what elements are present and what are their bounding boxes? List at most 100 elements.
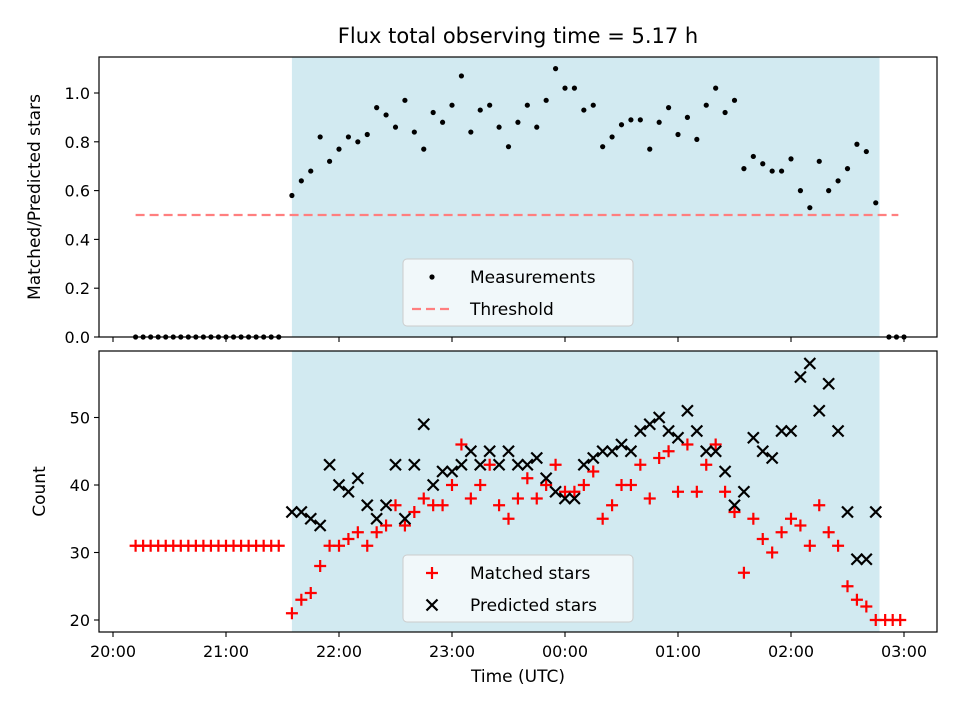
x-tick-label: 21:00	[203, 642, 249, 661]
data-point	[766, 546, 779, 559]
data-point	[552, 66, 559, 72]
data-point	[835, 178, 841, 184]
data-point	[813, 499, 826, 512]
data-point	[893, 334, 900, 340]
y-tick-label: 40	[70, 476, 90, 495]
data-point	[253, 334, 259, 340]
data-point	[562, 85, 568, 91]
data-point	[383, 112, 389, 118]
y-tick-label: 0.6	[65, 182, 90, 201]
data-point	[417, 492, 430, 505]
data-point	[675, 131, 681, 138]
data-point	[737, 485, 751, 499]
data-point	[581, 107, 587, 113]
data-point	[314, 560, 327, 572]
data-point	[750, 153, 756, 160]
data-point	[426, 567, 438, 579]
data-point	[665, 105, 672, 111]
data-point	[690, 485, 703, 498]
data-point	[439, 119, 446, 125]
data-point	[586, 451, 600, 465]
data-point	[832, 539, 845, 552]
data-point	[530, 451, 544, 465]
data-point	[718, 465, 732, 478]
legend-box	[402, 258, 634, 327]
data-point	[464, 492, 477, 505]
data-point	[606, 499, 619, 512]
y-tick-label: 1.0	[65, 84, 90, 103]
data-point	[342, 533, 355, 545]
data-point	[587, 465, 600, 478]
data-point	[539, 471, 553, 485]
data-point	[760, 161, 766, 167]
data-point	[380, 519, 393, 532]
data-point	[841, 505, 854, 519]
data-point	[515, 119, 521, 125]
data-point	[268, 334, 274, 340]
data-point	[323, 458, 336, 472]
data-point	[700, 458, 713, 471]
data-point	[295, 593, 308, 606]
data-point	[549, 485, 562, 499]
data-point	[505, 144, 512, 150]
data-point	[807, 205, 813, 211]
data-point	[775, 526, 788, 539]
data-point	[351, 526, 364, 539]
data-point	[430, 109, 436, 116]
data-point	[812, 404, 826, 418]
data-point	[317, 134, 323, 140]
data-point	[681, 404, 694, 418]
data-point	[728, 506, 741, 518]
data-point	[577, 479, 590, 491]
data-point	[345, 134, 352, 140]
data-point	[492, 458, 506, 472]
data-point	[860, 600, 873, 613]
data-point	[662, 445, 675, 458]
data-point	[133, 334, 139, 340]
data-point	[276, 334, 282, 340]
y-tick-label: 0.2	[65, 279, 90, 298]
data-point	[170, 334, 176, 340]
data-point	[577, 458, 591, 472]
data-point	[155, 334, 161, 340]
x-tick-label: 02:00	[768, 642, 814, 661]
data-point	[543, 97, 549, 103]
data-point	[624, 479, 637, 491]
data-point	[436, 465, 449, 478]
data-point	[886, 334, 892, 340]
data-point	[178, 334, 184, 340]
data-point	[421, 146, 427, 152]
data-point	[785, 512, 797, 525]
data-point	[747, 431, 760, 445]
x-axis-label: Time (UTC)	[470, 667, 565, 687]
data-point	[643, 417, 657, 431]
data-point	[208, 334, 214, 340]
data-point	[684, 114, 691, 120]
data-point	[709, 444, 722, 458]
data-point	[694, 136, 700, 142]
data-point	[446, 479, 458, 491]
data-point	[794, 519, 807, 532]
legend-box	[402, 554, 634, 623]
data-point	[193, 334, 199, 340]
data-point	[408, 506, 421, 518]
data-point	[637, 117, 643, 123]
data-point	[869, 505, 883, 519]
data-point	[370, 526, 383, 539]
x-tick-label: 20:00	[90, 642, 136, 661]
x-tick-label: 00:00	[542, 642, 588, 661]
data-point	[826, 188, 832, 194]
data-point	[822, 526, 835, 539]
bottom-subplot: 20 30 40 50 20:00 21:00 22:00 23:00 00:00 01:00 02…	[30, 350, 938, 687]
data-point	[285, 505, 299, 519]
data-point	[722, 109, 728, 116]
data-point	[429, 274, 435, 280]
data-point	[464, 444, 478, 458]
data-point	[474, 479, 487, 491]
data-point	[788, 156, 794, 162]
data-point	[289, 192, 295, 199]
data-point	[690, 424, 704, 438]
data-point	[148, 334, 154, 340]
data-point	[398, 512, 412, 526]
data-point	[483, 458, 496, 471]
